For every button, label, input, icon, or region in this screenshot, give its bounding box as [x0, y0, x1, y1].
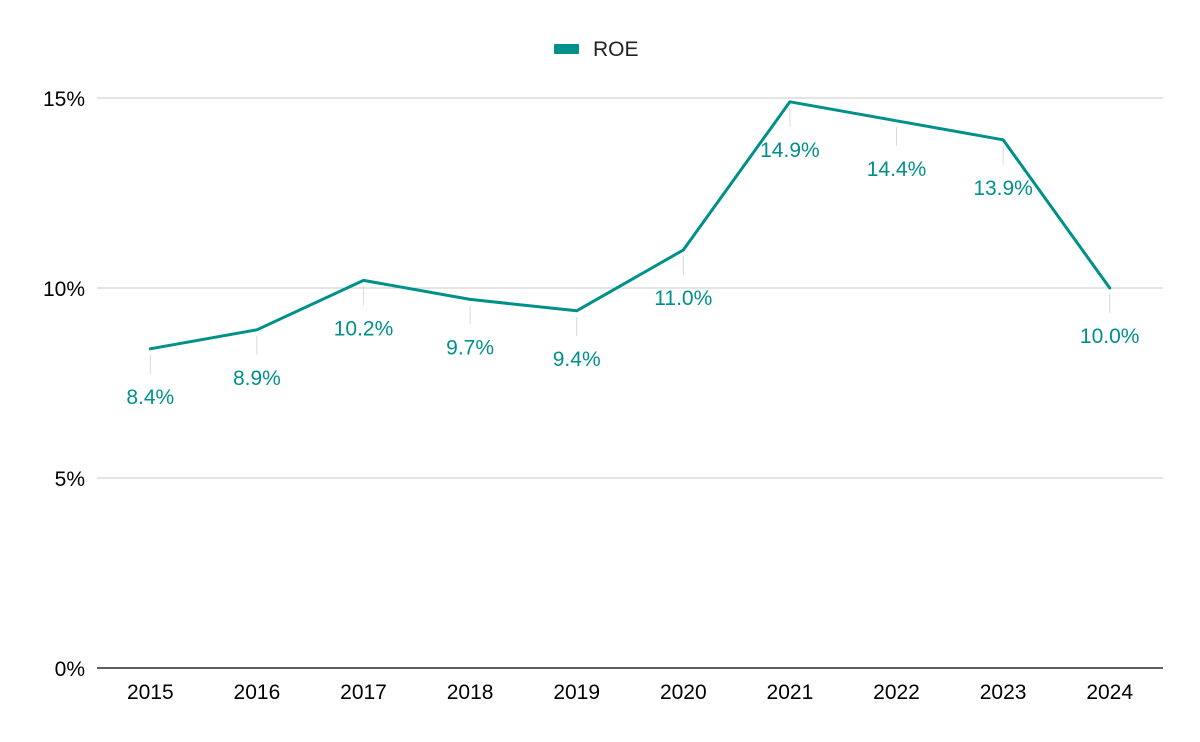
data-label: 10.0%	[1080, 325, 1140, 348]
data-label: 9.4%	[553, 348, 601, 371]
label-stems	[149, 107, 1111, 374]
x-tick-label: 2021	[767, 681, 814, 704]
y-axis-ticks: 0% 5% 10% 15%	[43, 88, 85, 681]
x-tick-label: 2018	[447, 681, 494, 704]
y-tick-label: 0%	[55, 658, 85, 681]
legend: ROE	[554, 38, 639, 61]
x-tick-label: 2016	[234, 681, 281, 704]
x-tick-label: 2022	[873, 681, 920, 704]
x-tick-label: 2017	[340, 681, 387, 704]
legend-label-roe: ROE	[593, 38, 639, 61]
data-label: 8.4%	[126, 386, 174, 409]
x-tick-label: 2024	[1086, 681, 1133, 704]
data-label: 10.2%	[334, 317, 394, 340]
x-tick-label: 2020	[660, 681, 707, 704]
y-tick-label: 10%	[43, 278, 85, 301]
series-lines	[148, 100, 1112, 351]
data-label: 11.0%	[654, 287, 712, 310]
y-tick-label: 5%	[55, 468, 85, 491]
x-axis: 2015 2016 2017 2018 2019 2020 2021 2022 2023 2024	[97, 667, 1163, 704]
data-label: 14.9%	[760, 139, 820, 162]
grid-lines	[97, 97, 1163, 479]
data-label: 14.4%	[867, 158, 927, 181]
data-label: 9.7%	[446, 336, 494, 359]
y-tick-label: 15%	[43, 88, 85, 111]
x-tick-label: 2015	[127, 681, 174, 704]
data-label: 8.9%	[233, 367, 281, 390]
x-tick-label: 2019	[553, 681, 600, 704]
x-tick-label: 2023	[980, 681, 1027, 704]
data-label: 13.9%	[973, 177, 1033, 200]
legend-swatch-roe	[554, 44, 579, 54]
data-labels: 8.4% 8.9% 10.2% 9.7% 9.4% 11.0% 14.9% 14.4% 13.9…	[126, 139, 1139, 409]
series-line-roe	[148, 100, 1112, 351]
